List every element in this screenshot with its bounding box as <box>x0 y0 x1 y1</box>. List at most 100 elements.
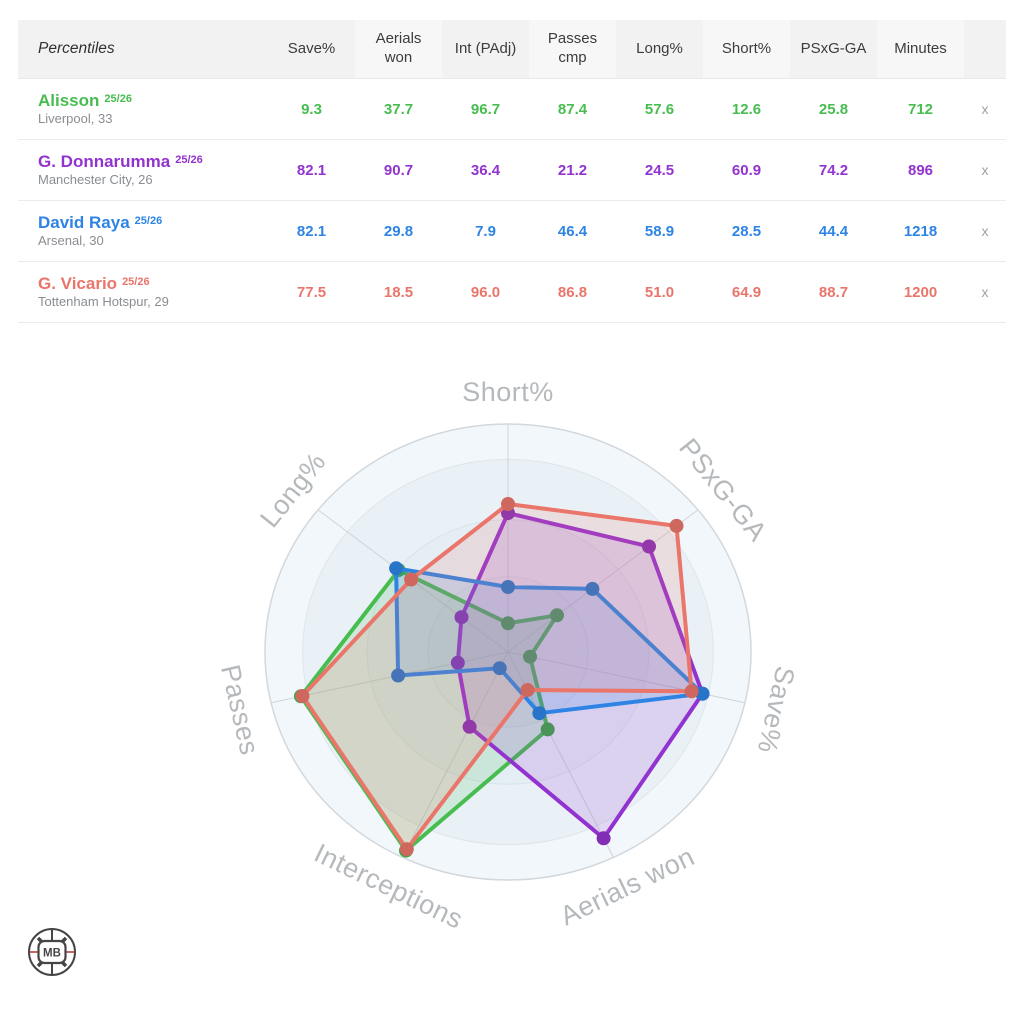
radar-polygon <box>300 502 694 852</box>
radar-point[interactable] <box>389 561 404 576</box>
player-season: 25/26 <box>104 92 132 105</box>
stat-value-short: 64.9 <box>731 283 762 301</box>
radar-point[interactable] <box>596 831 611 846</box>
player-cell: G. Donnarumma 25/26 Manchester City, 26 <box>18 152 268 188</box>
table-row-alisson: Alisson 25/26 Liverpool, 33 9.3 37.7 96.7 87.4… <box>18 79 1006 140</box>
player-season: 25/26 <box>175 153 203 166</box>
remove-player-button[interactable]: x <box>981 223 989 239</box>
stat-value-long: 58.9 <box>644 222 675 240</box>
stat-value-aerials-won: 18.5 <box>383 283 414 301</box>
radar-point[interactable] <box>399 842 414 857</box>
radar-series-david-raya-25-26 <box>389 561 710 721</box>
stat-value-save: 9.3 <box>301 100 322 118</box>
player-cell: David Raya 25/26 Arsenal, 30 <box>18 213 268 249</box>
radar-point[interactable] <box>454 610 469 625</box>
remove-player-button[interactable]: x <box>981 101 989 117</box>
radar-point[interactable] <box>523 649 537 664</box>
column-header-long: Long% <box>636 39 683 57</box>
radar-axis-label-short: Short% <box>462 377 554 407</box>
mb-logo: MB <box>28 928 76 976</box>
radar-axis-label-save: Save% <box>752 664 801 757</box>
stat-value-int-padj: 96.0 <box>470 283 501 301</box>
table-header-row: Percentiles Save% Aerials won Int (PAdj) Pa… <box>18 20 1006 79</box>
player-cell: Alisson 25/26 Liverpool, 33 <box>18 91 268 127</box>
player-club-age: Liverpool, 33 <box>38 111 113 127</box>
stat-value-short: 28.5 <box>731 222 762 240</box>
stat-value-psxg-ga: 44.4 <box>818 222 849 240</box>
percentiles-table: Percentiles Save% Aerials won Int (PAdj) Pa… <box>18 20 1006 323</box>
column-header-passes-cmp: Passes cmp <box>529 20 616 78</box>
stat-value-psxg-ga: 88.7 <box>818 283 849 301</box>
radar-point[interactable] <box>684 684 699 699</box>
radar-point[interactable] <box>295 689 310 703</box>
stat-value-long: 51.0 <box>644 283 675 301</box>
stat-value-int-padj: 7.9 <box>475 222 496 240</box>
remove-player-button[interactable]: x <box>981 284 989 300</box>
stat-value-int-padj: 96.7 <box>470 100 501 118</box>
stat-value-save: 77.5 <box>296 283 327 301</box>
radar-point[interactable] <box>550 608 564 623</box>
radar-point[interactable] <box>669 518 684 533</box>
player-season: 25/26 <box>134 214 163 227</box>
stat-value-aerials-won: 29.8 <box>383 222 414 240</box>
radar-point[interactable] <box>501 580 515 594</box>
player-club-age: Manchester City, 26 <box>38 172 153 188</box>
table-row-g-vicario: G. Vicario 25/26 Tottenham Hotspur, 29 77.5… <box>18 262 1006 323</box>
radar-point[interactable] <box>540 722 555 737</box>
stat-value-minutes: 1200 <box>903 283 938 301</box>
radar-axis-line-interceptions <box>402 651 509 858</box>
radar-axis-label-passes: Passes <box>215 662 265 758</box>
radar-axis-line-psxg-ga <box>507 509 699 653</box>
table-row-g-donnarumma: G. Donnarumma 25/26 Manchester City, 26 82.… <box>18 140 1006 201</box>
column-header-short: Short% <box>703 20 790 78</box>
stat-value-save: 82.1 <box>296 222 327 240</box>
stat-value-passes-cmp: 46.4 <box>557 222 588 240</box>
player-club-age: Tottenham Hotspur, 29 <box>38 294 169 310</box>
radar-point[interactable] <box>520 683 535 697</box>
stat-value-aerials-won: 90.7 <box>383 161 414 179</box>
stat-value-save: 82.1 <box>296 161 327 179</box>
stat-value-passes-cmp: 86.8 <box>557 283 588 301</box>
radar-point[interactable] <box>585 581 600 596</box>
stat-value-passes-cmp: 21.2 <box>557 161 588 179</box>
remove-player-button[interactable]: x <box>981 162 989 178</box>
player-club-age: Arsenal, 30 <box>38 233 104 249</box>
stat-value-passes-cmp: 87.4 <box>557 100 588 118</box>
stat-value-long: 57.6 <box>644 100 675 118</box>
stat-value-minutes: 1218 <box>903 222 938 240</box>
radar-point[interactable] <box>404 572 419 587</box>
radar-point[interactable] <box>642 539 656 554</box>
column-header-aerials-won: Aerials won <box>355 20 442 78</box>
radar-polygon <box>394 566 705 716</box>
stat-value-aerials-won: 37.7 <box>383 100 414 118</box>
radar-series-g-donnarumma-25-26 <box>450 506 710 846</box>
radar-point[interactable] <box>492 661 507 676</box>
player-season: 25/26 <box>122 275 150 288</box>
stat-value-int-padj: 36.4 <box>470 161 501 179</box>
radar-point[interactable] <box>501 616 515 631</box>
stat-value-psxg-ga: 74.2 <box>818 161 849 179</box>
player-name: G. Vicario <box>38 273 118 293</box>
radar-polygon <box>455 511 705 841</box>
radar-point[interactable] <box>501 497 515 511</box>
column-header-save: Save% <box>287 39 336 57</box>
player-name: G. Donnarumma <box>38 151 171 171</box>
percentiles-header: Percentiles <box>38 40 115 58</box>
logo-text: MB <box>43 948 61 960</box>
stat-value-short: 12.6 <box>731 100 762 118</box>
radar-point[interactable] <box>532 706 547 721</box>
logo-badge <box>37 939 67 965</box>
stat-value-long: 24.5 <box>644 161 675 179</box>
radar-point[interactable] <box>462 719 477 734</box>
stat-value-minutes: 896 <box>907 161 934 179</box>
table-row-david-raya: David Raya 25/26 Arsenal, 30 82.1 29.8 7.9 46.… <box>18 201 1006 262</box>
stat-value-psxg-ga: 25.8 <box>818 100 849 118</box>
column-header-minutes: Minutes <box>877 20 964 78</box>
radar-point[interactable] <box>695 686 710 701</box>
player-cell: G. Vicario 25/26 Tottenham Hotspur, 29 <box>18 274 268 310</box>
radar-point[interactable] <box>391 668 406 683</box>
radar-point[interactable] <box>450 655 465 670</box>
column-header-psxg-ga: PSxG-GA <box>800 39 867 57</box>
stat-value-minutes: 712 <box>907 100 934 118</box>
